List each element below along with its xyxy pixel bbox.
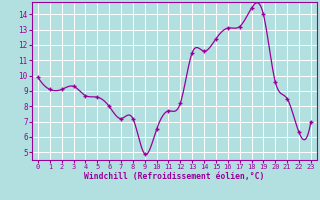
X-axis label: Windchill (Refroidissement éolien,°C): Windchill (Refroidissement éolien,°C)	[84, 172, 265, 181]
